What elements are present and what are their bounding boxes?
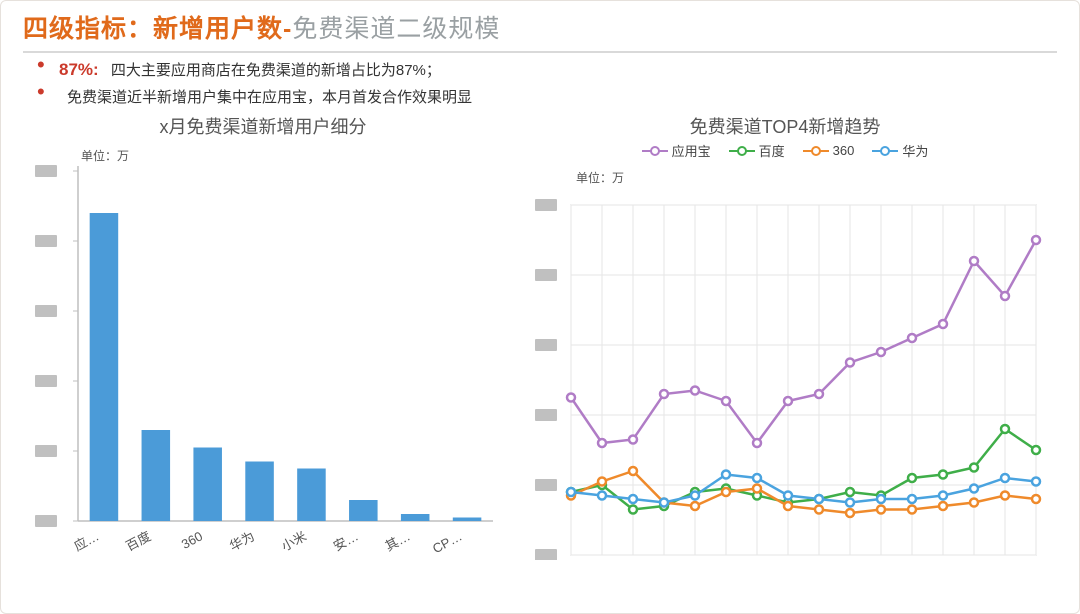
legend-marker [872,146,898,156]
svg-text:其…: 其… [383,528,413,553]
legend-marker [642,146,668,156]
svg-text:360: 360 [179,528,205,551]
legend-item: 应用宝 [642,141,711,160]
bullet-item: 免费渠道近半新增用户集中在应用宝，本月首发合作效果明显 [37,86,1057,107]
legend-label: 360 [833,143,855,158]
line-chart-legend: 应用宝 百度 360 华为 [521,141,1049,160]
bar-chart-panel: x月免费渠道新增用户细分 单位：万 应… 百度 360 华为小米安… 其… CP… [23,113,503,565]
svg-text:小米: 小米 [279,528,309,553]
title-divider [23,51,1057,53]
svg-text:安…: 安… [331,528,361,553]
legend-label: 华为 [902,141,928,160]
legend-item: 百度 [729,141,785,160]
charts-row: x月免费渠道新增用户细分 单位：万 应…百度360华为小米安…其…CP… 免费渠… [23,113,1057,565]
legend-label: 百度 [759,141,785,160]
svg-text:百度: 百度 [123,528,153,553]
svg-text:华为: 华为 [227,528,257,553]
bullet-highlight: 87%: [59,60,99,79]
title-sub: 免费渠道二级规模 [292,9,500,45]
line-chart-title: 免费渠道TOP4新增趋势 [521,113,1049,139]
legend-item: 360 [803,141,855,160]
legend-item: 华为 [872,141,928,160]
legend-marker [729,146,755,156]
unit-label-right: 单位：万 [576,169,624,186]
slide: 四级指标：新增用户数- 免费渠道二级规模 87%: 四大主要应用商店在免费渠道的… [0,0,1080,614]
page-title: 四级指标：新增用户数- 免费渠道二级规模 [23,9,1057,45]
bullet-item: 87%: 四大主要应用商店在免费渠道的新增占比为87%； [37,59,1057,80]
title-main: 四级指标：新增用户数- [23,9,292,45]
line-chart-panel: 免费渠道TOP4新增趋势 应用宝 百度 360 华为 单位：万 [521,113,1049,565]
svg-text:CP…: CP… [430,528,464,556]
bar-chart-svg: 应… 百度 360 华为小米安… 其… CP… [23,141,503,565]
legend-label: 应用宝 [672,141,711,160]
bar-chart-title: x月免费渠道新增用户细分 [23,113,503,139]
unit-label-left: 单位：万 [81,147,129,164]
line-chart-svg [521,160,1049,560]
legend-marker [803,146,829,156]
bullet-list: 87%: 四大主要应用商店在免费渠道的新增占比为87%； 免费渠道近半新增用户集… [37,59,1057,107]
bullet-text: 四大主要应用商店在免费渠道的新增占比为87%； [111,62,441,79]
bullet-text: 免费渠道近半新增用户集中在应用宝，本月首发合作效果明显 [67,89,472,106]
svg-text:应…: 应… [71,528,101,553]
